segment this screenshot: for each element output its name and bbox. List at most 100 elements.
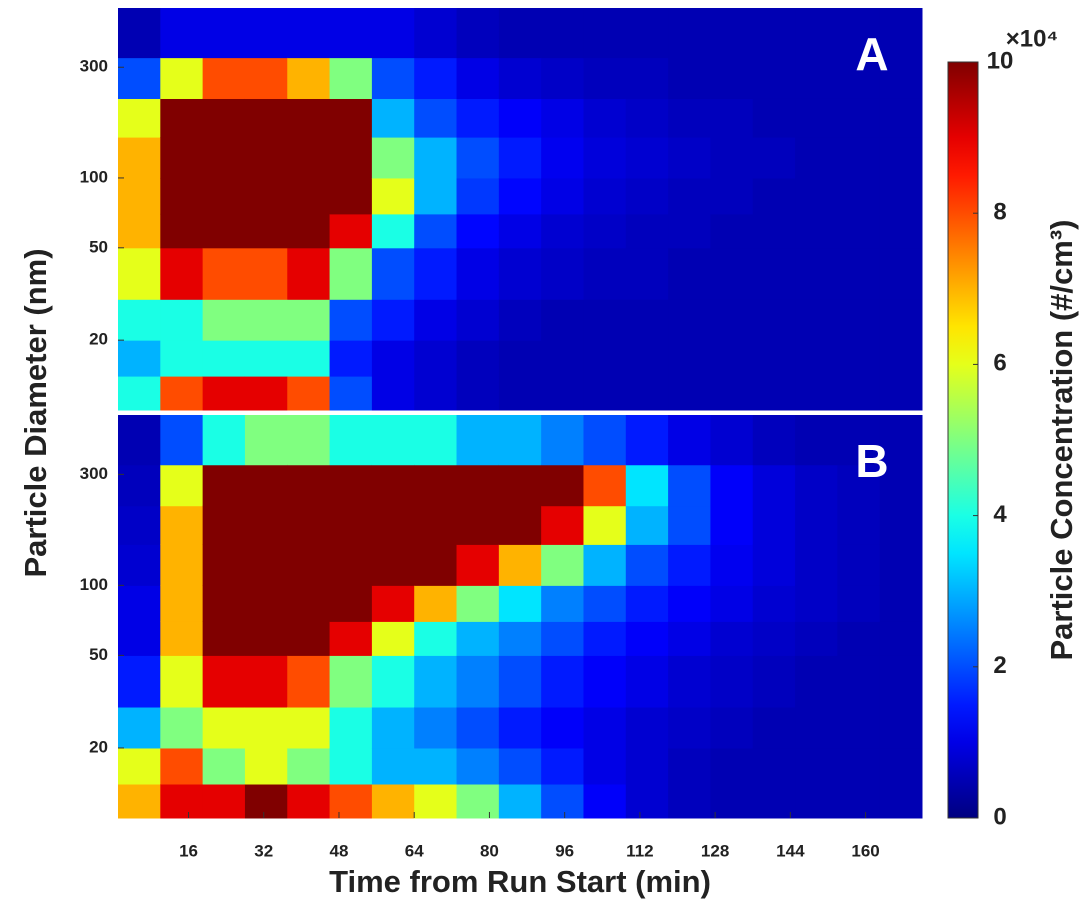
heatmap-cell [583,8,627,59]
panel-label: B [855,435,888,487]
heatmap-cell [118,585,161,622]
x-tick-label: 64 [405,841,424,860]
heatmap-cell [541,621,584,656]
heatmap-cell [160,464,204,507]
heatmap-cell [202,464,246,507]
heatmap-cell [371,544,415,586]
heatmap-cell [879,544,923,586]
heatmap-cell [414,57,458,99]
heatmap-cell [287,98,331,138]
heatmap-cell [456,415,500,466]
heatmap-cell [371,585,415,622]
heatmap-cell [287,707,331,749]
panel-label: A [855,28,888,80]
heatmap-cell [118,505,161,545]
heatmap-cell [795,415,838,466]
heatmap-cell [752,8,796,59]
x-tick-label: 160 [851,841,879,860]
x-tick-label: 112 [626,841,653,860]
heatmap-cell [668,621,711,656]
y-tick-label: 20 [89,737,108,756]
heatmap-cell [118,247,161,300]
heatmap-cell [583,299,627,341]
heatmap-cell [710,784,754,819]
heatmap-cell [329,464,373,507]
heatmap-cell [837,747,881,785]
heatmap-cell [160,57,204,99]
heatmap-cell [541,505,584,545]
heatmap-cell [371,177,415,215]
heatmap-cell [625,585,669,622]
heatmap-cell [414,98,458,138]
heatmap-cell [668,784,711,819]
heatmap-cell [668,544,711,586]
heatmap-cell [879,505,923,545]
heatmap-cell [752,98,796,138]
heatmap-cell [752,585,796,622]
colorbar [947,61,979,819]
heatmap-cell [244,213,288,249]
heatmap-cell [710,655,754,708]
heatmap-cell [837,464,881,507]
heatmap-cell [583,464,627,507]
heatmap-cell [583,707,627,749]
heatmap-cell [752,784,796,819]
heatmap-cell [710,247,754,300]
heatmap-cell [879,340,923,377]
heatmap-cell [837,340,881,377]
heatmap-cell [837,177,881,215]
heatmap-cell [329,340,373,377]
heatmap-cell [583,655,627,708]
heatmap-cell [329,177,373,215]
heatmap-cell [244,747,288,785]
heatmap-cell [795,299,838,341]
heatmap-cell [879,376,923,411]
heatmap-cell [329,544,373,586]
heatmap-cell [456,57,500,99]
heatmap-cell [837,784,881,819]
heatmap-cell [414,415,458,466]
heatmap-cell [668,585,711,622]
heatmap-cell [668,213,711,249]
heatmap-cell [879,784,923,819]
heatmap-cell [244,464,288,507]
heatmap-cell [202,57,246,99]
heatmap-cell [287,137,331,179]
heatmap-cell [287,299,331,341]
heatmap-cell [118,784,161,819]
heatmap-cell [795,784,838,819]
heatmap-cell [837,707,881,749]
heatmap-cell [329,137,373,179]
heatmap-cell [752,544,796,586]
heatmap-cell [710,213,754,249]
heatmap-cell [371,8,415,59]
heatmap-cell [541,98,584,138]
x-tick-label: 32 [254,841,273,860]
heatmap-cell [287,415,331,466]
heatmap-cell [752,655,796,708]
heatmap-cell [160,8,204,59]
heatmap-cell [752,376,796,411]
heatmap-cell [160,784,204,819]
heatmap-cell [710,585,754,622]
heatmap-cell [244,655,288,708]
heatmap-cell [710,544,754,586]
colorbar-tick-label: 4 [993,501,1007,528]
heatmap-cell [414,247,458,300]
heatmap-cell [202,137,246,179]
heatmap-cell [287,621,331,656]
heatmap-cell [244,707,288,749]
heatmap-cell [244,98,288,138]
heatmap-cell [202,621,246,656]
heatmap-cell [498,98,542,138]
heatmap-cell [414,177,458,215]
heatmap-cell [456,247,500,300]
colorbar-tick-label: 10 [987,47,1014,74]
heatmap-cell [583,213,627,249]
heatmap-cell [668,505,711,545]
heatmap-cell [456,137,500,179]
heatmap-cell [498,707,542,749]
heatmap-cell [498,464,542,507]
heatmap-cell [244,585,288,622]
heatmap-cell [456,707,500,749]
